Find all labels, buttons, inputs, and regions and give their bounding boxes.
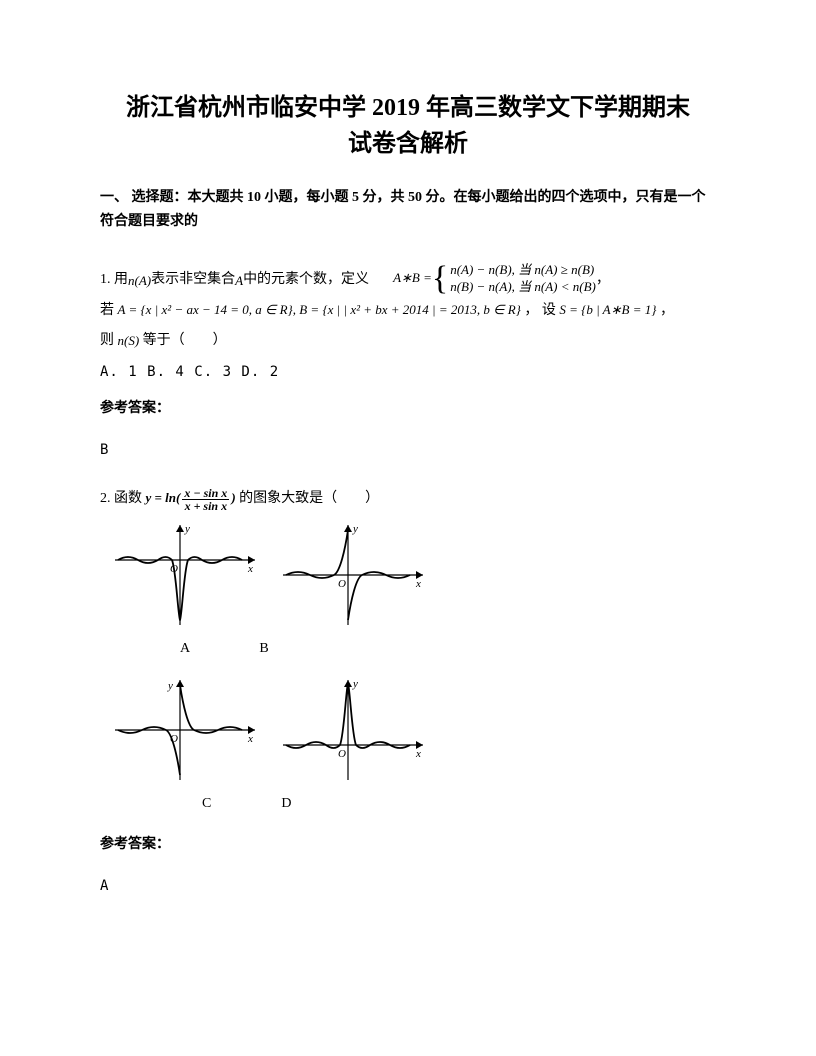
answer-label: 参考答案： (100, 830, 716, 861)
svg-text:O: O (338, 748, 346, 760)
q1-text: ， (660, 303, 674, 318)
title-line-1: 浙江省杭州市临安中学 2019 年高三数学文下学期期末 (126, 95, 690, 121)
svg-text:O: O (338, 578, 346, 590)
formula-nS: n(S) (118, 327, 140, 356)
graph-labels-cd: C D (110, 789, 716, 820)
svg-text:y: y (167, 680, 173, 692)
q2-text: 的图象大致是（ ） (239, 491, 379, 506)
graph-labels-ab: A B (110, 634, 716, 665)
q1-text: 则 (100, 333, 114, 348)
q1-answer: B (100, 435, 716, 466)
q1-text: 中的元素个数，定义 (243, 265, 369, 296)
q1-text: 若 (100, 303, 114, 318)
page-title: 浙江省杭州市临安中学 2019 年高三数学文下学期期末 试卷含解析 (100, 90, 716, 162)
svg-text:x: x (415, 578, 421, 590)
svg-text:x: x (247, 733, 253, 745)
question-2: 2. 函数 y = ln(x − sin xx + sin x) 的图象大致是（… (100, 484, 716, 902)
q1-text: ， 设 (524, 303, 556, 318)
graph-option-b: y x O (278, 520, 428, 630)
formula-y-ln: y = ln(x − sin xx + sin x) (146, 484, 236, 513)
answer-label: 参考答案： (100, 394, 716, 425)
question-1: 1. 用 n(A) 表示非空集合 A 中的元素个数，定义 A∗B = { n(A… (100, 262, 716, 466)
graph-option-d: y x O (278, 675, 428, 785)
graph-option-c: y x O (110, 675, 260, 785)
title-line-2: 试卷含解析 (348, 131, 468, 157)
graph-option-a: y x O (110, 520, 260, 630)
svg-text:y: y (184, 523, 190, 535)
q1-text: ， (596, 265, 610, 296)
q1-text: 表示非空集合 (151, 265, 235, 296)
svg-text:y: y (352, 678, 358, 690)
svg-text:x: x (247, 563, 253, 575)
q1-text: 等于（ ） (143, 333, 227, 348)
formula-A-star-B: A∗B = { n(A) − n(B), 当 n(A) ≥ n(B) n(B) … (393, 262, 596, 296)
formula-S: S = {b | A∗B = 1} (559, 296, 656, 325)
formula-A: A (235, 267, 243, 296)
svg-text:y: y (352, 523, 358, 535)
section-1-heading: 一、 选择题：本大题共 10 小题，每小题 5 分，共 50 分。在每小题给出的… (100, 186, 716, 234)
svg-text:x: x (415, 748, 421, 760)
graph-options: y x O y x O A B (110, 520, 716, 820)
q1-text: 1. 用 (100, 265, 128, 296)
q1-options: A. 1 B. 4 C. 3 D. 2 (100, 357, 716, 388)
formula-sets: A = {x | x² − ax − 14 = 0, a ∈ R}, B = {… (118, 296, 521, 325)
q2-text: 2. 函数 (100, 491, 142, 506)
q2-answer: A (100, 871, 716, 902)
formula-nA: n(A) (128, 267, 151, 296)
